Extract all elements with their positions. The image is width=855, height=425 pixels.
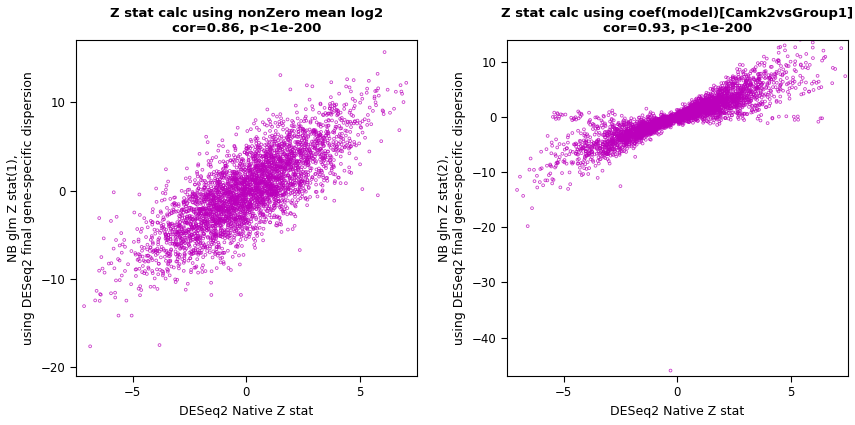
Point: [153, 230, 167, 236]
Point: [661, 119, 675, 126]
Point: [203, 200, 217, 207]
Point: [704, 107, 717, 114]
Point: [712, 98, 726, 105]
Point: [747, 66, 761, 73]
Point: [640, 133, 653, 139]
Point: [316, 172, 330, 179]
Point: [669, 114, 683, 121]
Point: [237, 190, 251, 196]
Point: [239, 176, 252, 182]
Point: [639, 128, 652, 134]
Point: [280, 153, 293, 159]
Point: [257, 167, 271, 174]
Point: [735, 88, 749, 94]
Point: [194, 217, 208, 224]
Point: [230, 192, 244, 198]
Point: [705, 93, 718, 100]
Point: [163, 196, 177, 202]
Point: [306, 174, 320, 181]
Point: [237, 206, 251, 212]
Point: [192, 185, 205, 192]
Point: [692, 109, 705, 116]
Point: [275, 172, 289, 178]
Point: [811, 118, 825, 125]
Point: [700, 97, 714, 104]
Point: [204, 209, 218, 215]
Point: [670, 119, 684, 125]
Point: [642, 126, 656, 133]
Point: [285, 164, 298, 170]
Point: [598, 147, 611, 154]
Point: [563, 151, 576, 158]
Point: [198, 218, 212, 225]
Point: [161, 250, 174, 257]
Point: [263, 182, 277, 189]
Point: [640, 121, 653, 128]
Point: [658, 121, 672, 128]
Point: [658, 114, 672, 121]
Point: [267, 176, 280, 183]
Point: [297, 172, 310, 179]
Point: [680, 109, 693, 116]
Point: [275, 157, 289, 164]
Point: [227, 157, 240, 164]
Point: [745, 95, 758, 102]
Point: [175, 215, 189, 221]
Point: [642, 125, 656, 131]
Point: [197, 235, 210, 242]
Point: [586, 157, 599, 164]
Point: [247, 192, 261, 198]
Point: [254, 190, 268, 197]
Point: [751, 105, 764, 112]
Point: [198, 196, 211, 203]
Point: [695, 93, 709, 99]
Point: [669, 117, 682, 124]
Point: [242, 196, 256, 203]
Point: [725, 85, 739, 91]
Point: [797, 90, 811, 97]
Point: [221, 247, 235, 254]
Point: [314, 133, 327, 140]
Point: [693, 105, 707, 111]
Title: Z stat calc using coef(model)[Camk2vsGroup1]
cor=0.93, p<1e-200: Z stat calc using coef(model)[Camk2vsGro…: [501, 7, 853, 35]
Point: [734, 89, 748, 96]
Point: [719, 79, 733, 86]
Point: [635, 121, 649, 128]
Point: [250, 158, 263, 164]
Point: [245, 202, 258, 209]
Point: [733, 61, 746, 68]
Point: [697, 116, 711, 122]
Point: [243, 209, 256, 215]
Point: [662, 114, 675, 121]
Point: [311, 140, 325, 147]
Point: [197, 230, 210, 237]
Point: [170, 258, 184, 265]
Point: [230, 191, 244, 198]
Point: [598, 139, 611, 145]
Point: [698, 99, 711, 106]
Point: [192, 251, 205, 258]
Point: [271, 131, 285, 138]
Point: [177, 195, 191, 201]
Point: [189, 220, 203, 227]
Point: [252, 127, 266, 133]
Point: [265, 188, 279, 195]
Point: [250, 150, 263, 157]
Point: [694, 113, 708, 119]
Point: [236, 228, 250, 235]
Point: [212, 142, 226, 149]
Point: [252, 144, 266, 151]
Point: [335, 148, 349, 155]
Point: [579, 161, 593, 167]
Point: [229, 218, 243, 225]
Point: [706, 119, 720, 126]
Point: [188, 235, 202, 242]
Point: [274, 159, 287, 165]
Point: [740, 82, 754, 89]
Point: [210, 186, 224, 193]
Point: [648, 127, 662, 134]
Point: [706, 102, 720, 109]
Point: [606, 138, 620, 145]
Point: [618, 132, 632, 139]
Point: [608, 131, 622, 138]
